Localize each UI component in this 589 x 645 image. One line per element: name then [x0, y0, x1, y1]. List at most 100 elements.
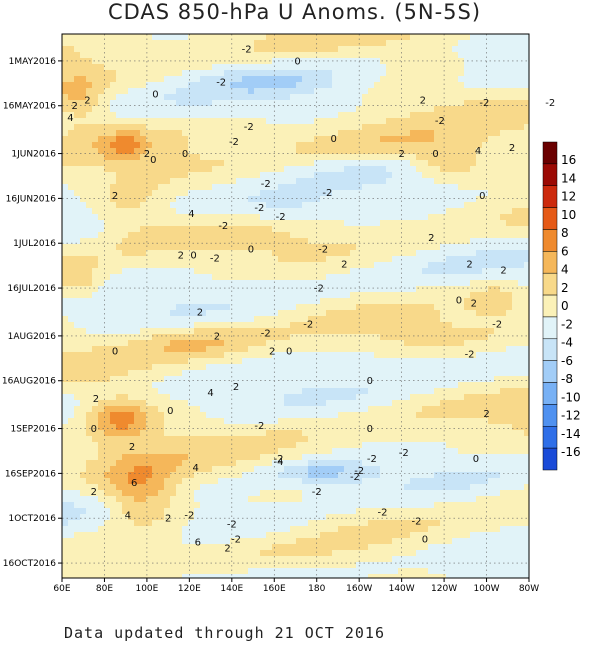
- field-cell: [506, 358, 513, 365]
- field-cell: [380, 76, 387, 83]
- field-cell: [416, 256, 423, 263]
- field-cell: [326, 184, 333, 191]
- field-cell: [230, 148, 237, 155]
- field-cell: [428, 70, 435, 77]
- field-cell: [302, 370, 309, 377]
- field-cell: [278, 238, 285, 245]
- field-cell: [260, 82, 267, 89]
- field-cell: [476, 322, 483, 329]
- field-cell: [146, 178, 153, 185]
- field-cell: [488, 322, 495, 329]
- field-cell: [152, 322, 159, 329]
- field-cell: [350, 202, 357, 209]
- field-cell: [362, 382, 369, 389]
- field-cell: [212, 88, 219, 95]
- field-cell: [392, 82, 399, 89]
- field-cell: [422, 214, 429, 221]
- field-cell: [476, 262, 483, 269]
- field-cell: [206, 214, 213, 221]
- field-cell: [266, 400, 273, 407]
- field-cell: [434, 82, 441, 89]
- field-cell: [176, 118, 183, 125]
- field-cell: [458, 268, 465, 275]
- field-cell: [254, 40, 261, 47]
- field-cell: [62, 232, 69, 239]
- field-cell: [476, 40, 483, 47]
- field-cell: [296, 196, 303, 203]
- field-cell: [236, 370, 243, 377]
- field-cell: [422, 256, 429, 263]
- field-cell: [506, 280, 513, 287]
- field-cell: [344, 64, 351, 71]
- field-cell: [176, 340, 183, 347]
- field-cell: [260, 238, 267, 245]
- field-cell: [506, 346, 513, 353]
- field-cell: [458, 310, 465, 317]
- field-cell: [464, 298, 471, 305]
- field-cell: [326, 166, 333, 173]
- field-cell: [104, 208, 111, 215]
- field-cell: [74, 406, 81, 413]
- field-cell: [350, 172, 357, 179]
- field-cell: [434, 136, 441, 143]
- field-cell: [242, 160, 249, 167]
- field-cell: [188, 394, 195, 401]
- field-cell: [170, 118, 177, 125]
- field-cell: [254, 70, 261, 77]
- field-cell: [428, 280, 435, 287]
- field-cell: [350, 130, 357, 137]
- field-cell: [152, 142, 159, 149]
- field-cell: [128, 400, 135, 407]
- field-cell: [476, 52, 483, 59]
- field-cell: [368, 394, 375, 401]
- field-cell: [140, 244, 147, 251]
- field-cell: [386, 40, 393, 47]
- field-cell: [164, 292, 171, 299]
- field-cell: [446, 190, 453, 197]
- field-cell: [494, 148, 501, 155]
- field-cell: [452, 130, 459, 137]
- field-cell: [230, 76, 237, 83]
- field-cell: [92, 172, 99, 179]
- field-cell: [224, 400, 231, 407]
- field-cell: [164, 64, 171, 71]
- field-cell: [188, 106, 195, 113]
- field-cell: [182, 262, 189, 269]
- field-cell: [116, 40, 123, 47]
- field-cell: [122, 322, 129, 329]
- field-cell: [494, 352, 501, 359]
- field-cell: [512, 376, 519, 383]
- field-cell: [350, 76, 357, 83]
- field-cell: [308, 64, 315, 71]
- field-cell: [194, 316, 201, 323]
- field-cell: [410, 172, 417, 179]
- field-cell: [188, 244, 195, 251]
- field-cell: [260, 196, 267, 203]
- field-cell: [224, 130, 231, 137]
- field-cell: [398, 82, 405, 89]
- field-cell: [110, 334, 117, 341]
- field-cell: [446, 106, 453, 113]
- field-cell: [272, 412, 279, 419]
- field-cell: [122, 58, 129, 65]
- field-cell: [452, 328, 459, 335]
- field-cell: [296, 64, 303, 71]
- field-cell: [152, 196, 159, 203]
- field-cell: [176, 208, 183, 215]
- field-cell: [404, 76, 411, 83]
- field-cell: [326, 244, 333, 251]
- field-cell: [266, 142, 273, 149]
- field-cell: [218, 274, 225, 281]
- field-cell: [284, 208, 291, 215]
- field-cell: [74, 148, 81, 155]
- field-cell: [428, 160, 435, 167]
- field-cell: [458, 58, 465, 65]
- field-cell: [254, 376, 261, 383]
- field-cell: [338, 262, 345, 269]
- field-cell: [386, 100, 393, 107]
- field-cell: [500, 46, 507, 53]
- field-cell: [476, 250, 483, 257]
- field-cell: [320, 220, 327, 227]
- field-cell: [476, 124, 483, 131]
- field-cell: [170, 298, 177, 305]
